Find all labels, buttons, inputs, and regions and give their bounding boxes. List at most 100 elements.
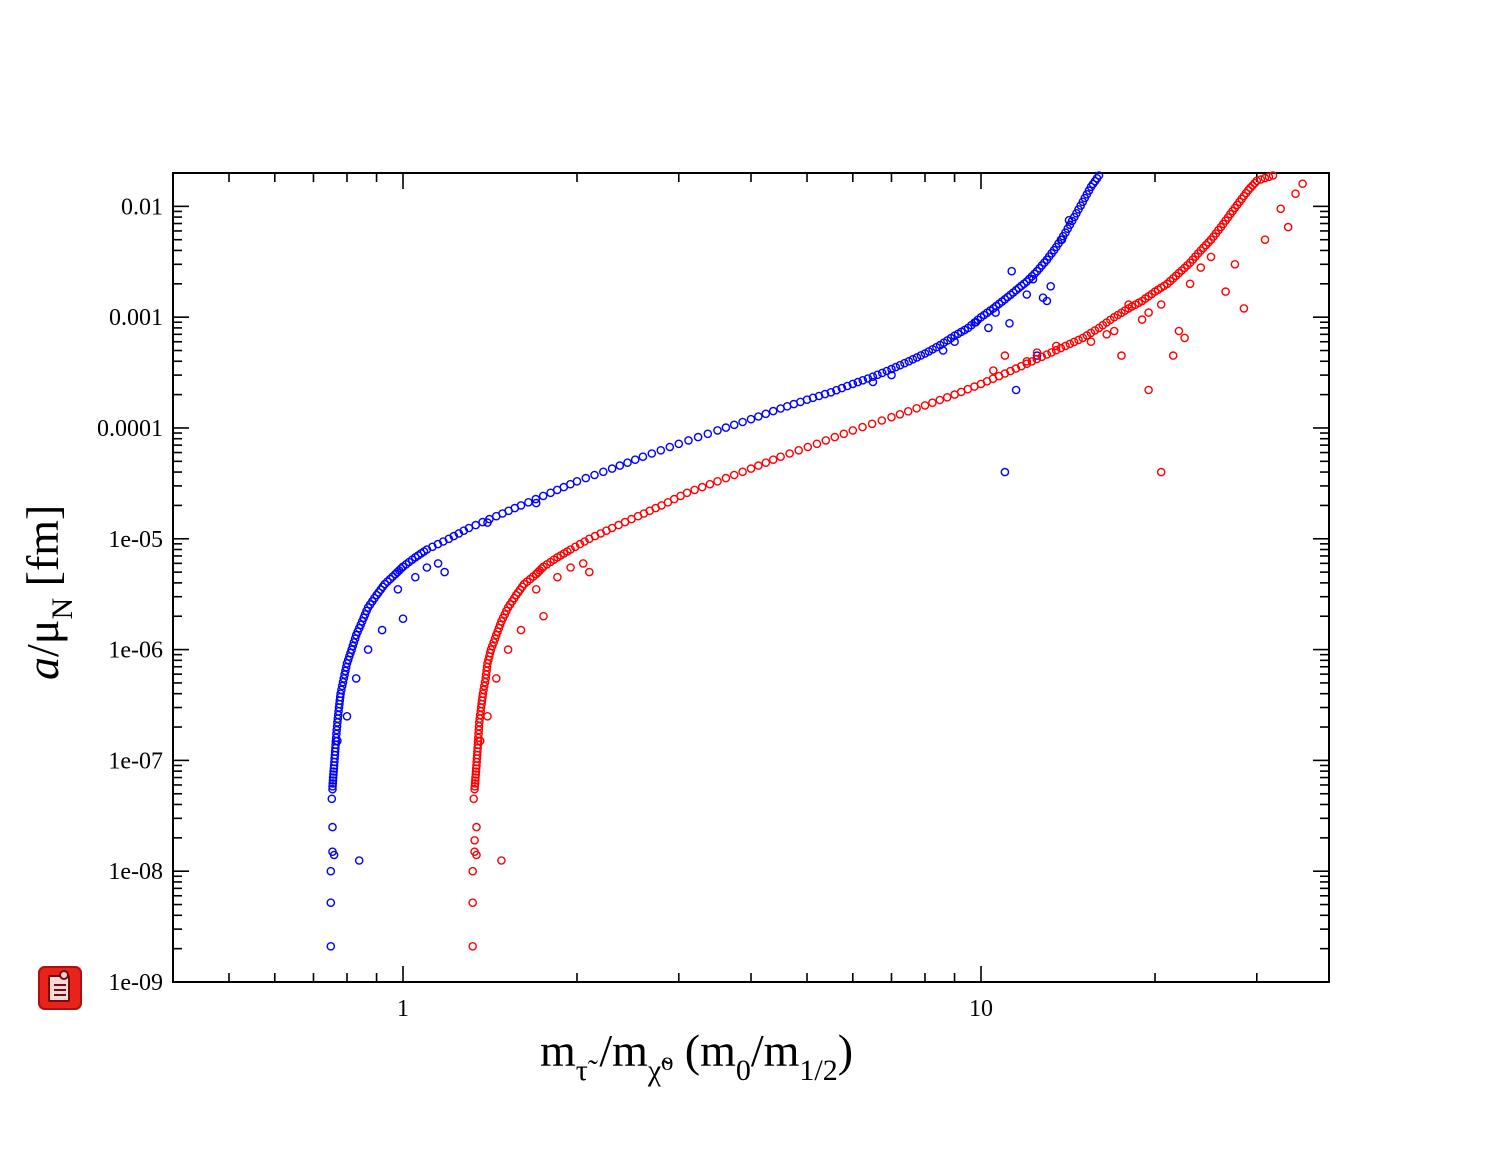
data-point [837, 383, 847, 393]
data-point [1027, 271, 1037, 281]
data-point [495, 620, 505, 630]
data-point [422, 563, 432, 572]
data-point [776, 452, 785, 462]
data-point [1260, 235, 1270, 244]
data-point [796, 397, 805, 407]
data-point [1260, 173, 1270, 183]
data-point [1298, 179, 1307, 188]
data-point [502, 606, 511, 616]
data-point [537, 564, 547, 573]
data-point [1134, 298, 1143, 308]
data-point [615, 461, 625, 470]
data-point [973, 315, 983, 325]
data-point [1065, 339, 1075, 349]
data-point [472, 754, 482, 763]
data-point [503, 645, 513, 654]
data-point [531, 494, 541, 504]
data-point [713, 476, 722, 486]
data-point [1291, 189, 1300, 198]
data-point [1196, 263, 1206, 272]
data-point [326, 942, 336, 951]
data-point [1025, 274, 1034, 284]
data-point [1032, 351, 1042, 360]
y-axis-title: a/μN [fm] [17, 505, 79, 680]
data-point [1040, 258, 1049, 267]
data-point [1276, 204, 1285, 214]
data-point [1241, 188, 1251, 198]
data-point [337, 681, 347, 691]
y-tick-label: 0.01 [121, 194, 163, 220]
data-point [1144, 385, 1153, 395]
data-point [333, 710, 343, 720]
data-point [1250, 178, 1259, 188]
data-point [693, 432, 703, 442]
y-tick-label: 1e-06 [108, 638, 163, 664]
data-point [928, 398, 937, 408]
data-point [342, 712, 352, 721]
data-point [1009, 288, 1018, 297]
data-point [478, 517, 487, 527]
data-point [599, 467, 608, 477]
data-point [328, 784, 337, 794]
data-point [470, 779, 480, 788]
clipboard-clip [59, 970, 69, 980]
data-point [1156, 467, 1166, 477]
x-tick-label: 10 [969, 996, 993, 1022]
data-point [580, 537, 589, 546]
data-point [1201, 240, 1211, 250]
data-point [820, 389, 830, 399]
data-point [1159, 281, 1169, 291]
x-axis-title: mτ̃ /mχ̃⁰ (m0/m1/2) [540, 1025, 853, 1087]
data-point [1183, 260, 1192, 270]
data-point [858, 375, 868, 385]
data-point [768, 406, 778, 416]
data-point [684, 436, 693, 445]
data-point [330, 754, 339, 763]
data-point [1019, 279, 1029, 289]
data-point [848, 379, 858, 389]
data-point [1232, 200, 1242, 210]
data-point [356, 620, 366, 630]
data-point [329, 767, 338, 776]
data-point [932, 342, 941, 352]
data-point [761, 458, 771, 468]
data-point [510, 503, 520, 513]
series-blue [326, 171, 1104, 951]
clipboard-icon[interactable] [38, 966, 82, 1010]
data-point [388, 572, 398, 581]
data-point [674, 439, 684, 449]
data-point [627, 514, 636, 524]
data-point [1027, 357, 1037, 366]
data-point [853, 377, 863, 387]
data-point [1206, 252, 1216, 262]
major-ticks [173, 173, 1329, 983]
data-point [459, 526, 469, 536]
data-point [348, 641, 358, 651]
data-point [676, 491, 685, 501]
data-point [1109, 326, 1119, 336]
data-point [994, 371, 1004, 381]
data-point [393, 585, 403, 594]
data-point [585, 567, 594, 577]
data-point [472, 850, 481, 860]
data-point [690, 485, 699, 495]
data-point [754, 412, 763, 421]
data-point [1180, 333, 1189, 343]
data-point [438, 537, 448, 546]
data-point [912, 403, 921, 413]
data-point [328, 782, 337, 791]
data-point [826, 387, 836, 397]
data-point [581, 473, 591, 483]
data-point [729, 420, 739, 430]
data-point [705, 479, 715, 489]
data-point [377, 625, 387, 635]
data-point [808, 393, 818, 403]
data-point [794, 445, 804, 455]
data-point [814, 391, 824, 401]
data-point [785, 449, 794, 458]
data-point [656, 445, 666, 455]
data-point [895, 360, 905, 370]
data-point [575, 539, 585, 549]
data-point [1156, 300, 1166, 309]
